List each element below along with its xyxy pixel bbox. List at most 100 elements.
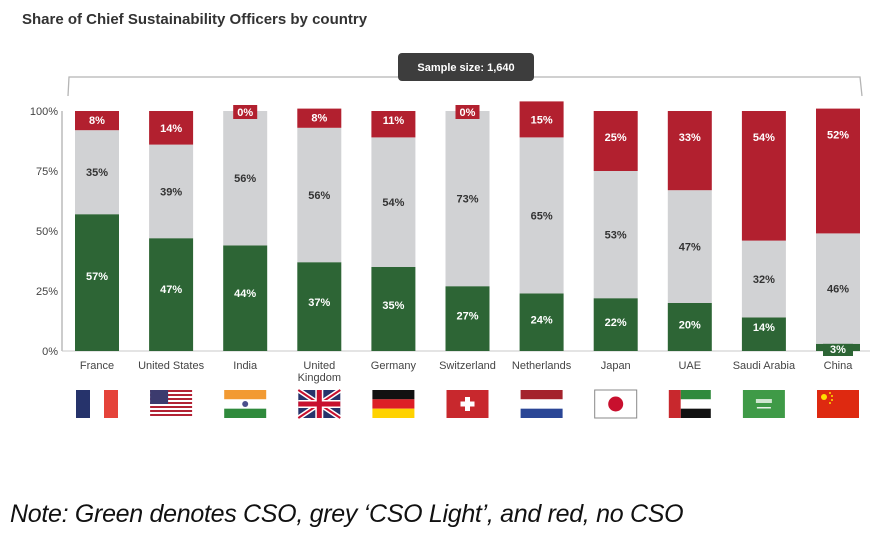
bar-value-label-cso: 27% (456, 310, 478, 322)
bar-segment-cso-light (667, 190, 712, 303)
x-tick-label: Japan (601, 360, 631, 372)
bar-group: 27% 73% 0% (445, 105, 490, 351)
flag-part (104, 390, 118, 418)
bar-value-label-no-cso: 8% (311, 113, 327, 125)
bar-value-label-no-cso: 25% (605, 132, 627, 144)
bars: 57%35%8%47%39%14%44%56%0%37%56%8%35%54%1… (75, 101, 860, 356)
x-tick-label: Germany (371, 360, 417, 372)
x-tick-label: China (824, 360, 854, 372)
bar-segment-cso-light (223, 111, 268, 246)
bar-value-label-no-cso: 11% (383, 115, 405, 127)
saudi-arabia-flag-icon (742, 390, 785, 418)
flag-part (150, 398, 193, 400)
bar-group: 22% 53% 25% (593, 111, 638, 351)
bar-segment-cso (741, 317, 786, 351)
flag-part (680, 390, 711, 400)
united-states-flag-icon (150, 390, 193, 416)
flag-part (150, 390, 169, 404)
bar-segment-no-cso (149, 111, 194, 145)
flag-part (668, 390, 681, 418)
bar-value-label-no-cso: 0% (237, 107, 253, 119)
y-tick-label: 100% (30, 106, 58, 118)
france-flag-icon (76, 390, 118, 418)
flag-part (150, 394, 193, 396)
bar-segment-cso-light (371, 137, 416, 267)
flag-part (224, 390, 267, 400)
india-flag-icon (224, 390, 267, 418)
bar-value-label-no-cso: 14% (160, 123, 182, 135)
x-tick-label: Kingdom (298, 372, 341, 384)
flag-part (76, 390, 90, 418)
bar-segment-no-cso (667, 111, 712, 191)
stacked-bar-chart: 0% 25% 50% 75% 100% 57% 35% 8% 47% 39% 14% 44% 56% 0… (30, 53, 870, 421)
flag-part (90, 390, 104, 418)
flag-part (520, 399, 563, 409)
flag-part (755, 399, 772, 403)
bar-group: 24% 65% 15% (519, 101, 564, 351)
bar-segment-cso (371, 267, 416, 351)
bar-segment-no-cso (519, 101, 564, 138)
note-text: Note: Green denotes CSO, grey ‘CSO Light… (10, 500, 684, 528)
bar-segment-cso (593, 298, 638, 351)
bar-segment-cso (519, 293, 564, 351)
bar-value-label-cso-light: 39% (160, 186, 182, 198)
flag-part (829, 392, 831, 394)
flag-part (520, 408, 563, 418)
bar-segment-cso (667, 303, 712, 351)
bar-group: 47% 39% 14% (149, 111, 194, 351)
japan-flag-icon (594, 389, 638, 419)
bar-value-label-cso-light: 35% (86, 167, 108, 179)
x-tick-label: India (233, 360, 258, 372)
flags (76, 387, 859, 421)
flag-part (150, 414, 193, 416)
bar-value-label-cso: 57% (86, 271, 108, 283)
bar-segment-no-cso (75, 111, 119, 131)
bar-value-label-cso-light: 56% (308, 190, 330, 202)
bar-segment-no-cso (741, 111, 786, 241)
bar-group: 20% 47% 33% (667, 111, 712, 351)
flag-part (756, 407, 771, 409)
bar-group: 44% 56% 0% (223, 105, 268, 351)
bar-segment-cso-light (593, 171, 638, 299)
flag-part (742, 390, 785, 418)
bar-group: 35% 54% 11% (371, 111, 416, 351)
united-kingdom-flag-icon (296, 387, 342, 421)
bar-value-label-cso: 22% (605, 317, 627, 329)
flag-part (150, 402, 193, 404)
bar-group: 57% 35% 8% (75, 111, 119, 351)
x-tick-label: Netherlands (512, 360, 572, 372)
y-tick-label: 0% (42, 346, 58, 358)
bar-value-label-cso-light: 65% (531, 210, 553, 222)
bar-value-label-no-cso: 8% (89, 115, 105, 127)
bar-value-label-cso-light: 47% (679, 242, 701, 254)
flag-part (242, 401, 249, 407)
flag-part (680, 408, 711, 418)
flag-part (150, 410, 193, 412)
flag-part (224, 408, 267, 418)
bar-segment-cso-light (297, 127, 342, 263)
bar-value-label-cso-light: 53% (605, 230, 627, 242)
bar-group: 14% 32% 54% (741, 111, 786, 351)
bar-segment-no-cso (593, 111, 638, 171)
y-tick-label: 75% (36, 166, 58, 178)
germany-flag-icon (372, 390, 415, 418)
bar-segment-no-cso (297, 108, 342, 128)
flag-part (829, 402, 831, 404)
bar-value-label-cso-light: 54% (382, 197, 404, 209)
zero-label-bg (233, 105, 258, 119)
bar-segment-no-cso (816, 108, 860, 234)
bar-value-label-cso-light: 73% (456, 194, 478, 206)
x-tick-label: UAE (678, 360, 701, 372)
bar-segment-cso (223, 245, 268, 351)
flag-part (680, 399, 711, 409)
bar-value-label-no-cso: 33% (679, 132, 701, 144)
x-tick-label: Saudi Arabia (733, 360, 796, 372)
bar-segment-cso (149, 238, 194, 351)
flag-part (460, 401, 475, 407)
zero-label-bg (455, 105, 480, 119)
bar-segment-cso (75, 214, 119, 351)
flag-part (821, 394, 827, 400)
sample-size-badge: Sample size: 1,640 (398, 53, 534, 81)
flag-part (150, 390, 193, 392)
